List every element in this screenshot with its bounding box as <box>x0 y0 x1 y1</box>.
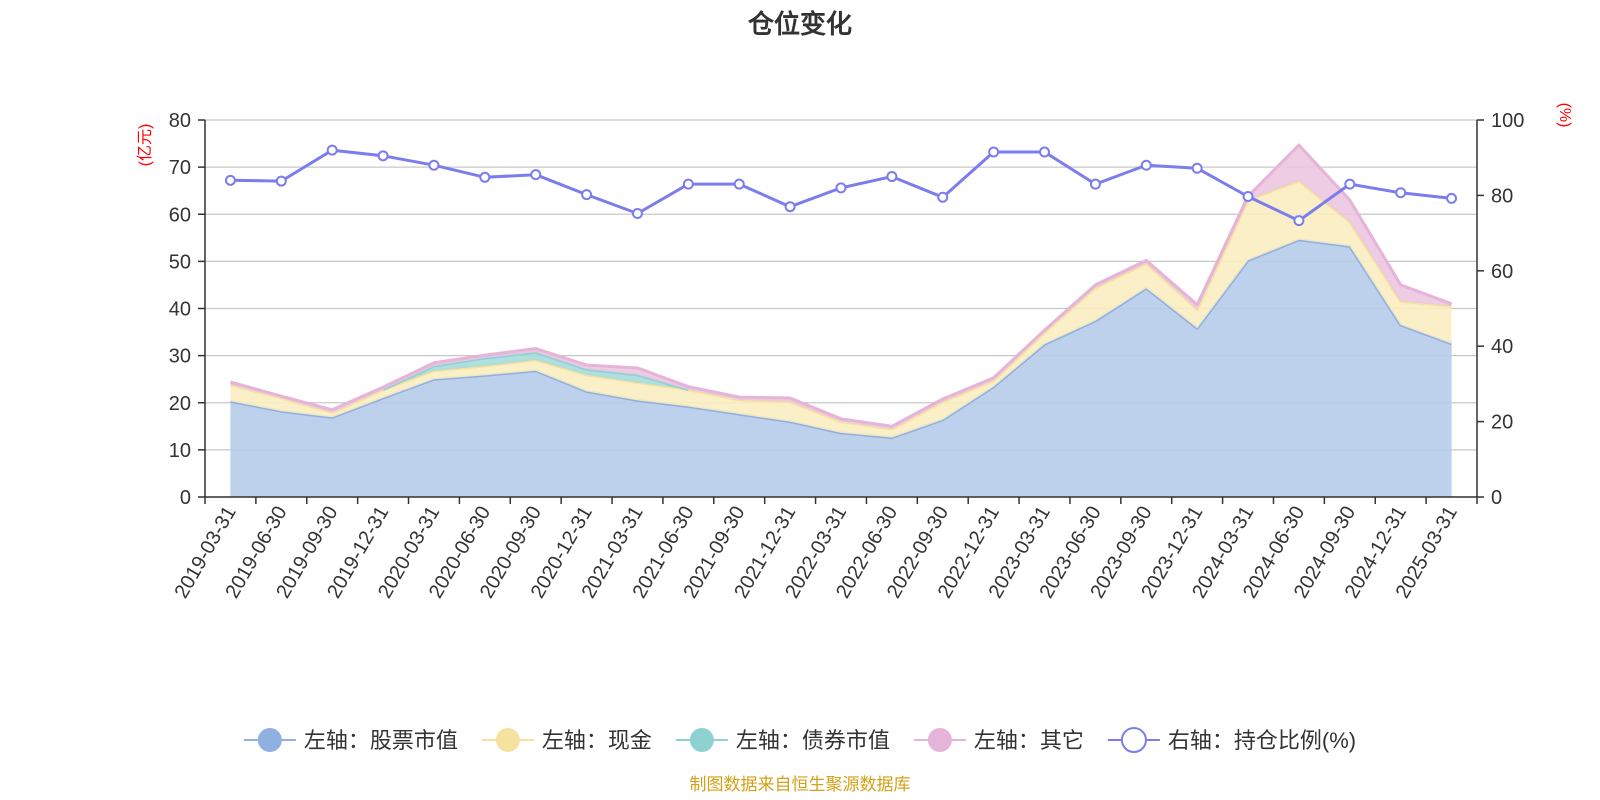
left-tick-label: 20 <box>169 393 191 415</box>
holding-ratio-point <box>733 178 745 190</box>
area-series-0 <box>230 239 1452 497</box>
holding-ratio-point <box>937 191 949 203</box>
legend-label: 左轴：股票市值 <box>304 728 458 753</box>
holding-ratio-point <box>1242 191 1254 203</box>
left-tick-label: 30 <box>169 346 191 368</box>
legend-circle-icon <box>1120 727 1147 753</box>
legend-label: 左轴：其它 <box>974 728 1084 753</box>
right-tick-label: 60 <box>1491 261 1513 283</box>
left-tick-label: 10 <box>169 440 191 462</box>
holding-ratio-point <box>835 182 847 194</box>
legend-item[interactable]: 左轴：其它 <box>913 728 1084 753</box>
stacked-areas <box>229 143 1453 497</box>
holding-ratio-point <box>682 178 694 190</box>
legend-item[interactable]: 左轴：股票市值 <box>243 728 458 753</box>
legend-label: 左轴：现金 <box>542 728 652 753</box>
holding-ratio-point <box>275 175 287 187</box>
left-tick-label: 80 <box>169 110 191 132</box>
holding-ratio-point <box>326 144 338 156</box>
left-axis-ticks: 0 10 20 30 40 50 60 70 80 <box>169 110 205 509</box>
holding-ratio-point <box>631 207 643 219</box>
legend-item[interactable]: 左轴：债券市值 <box>675 728 890 753</box>
holding-ratio-line <box>224 144 1458 227</box>
holding-ratio-point <box>1191 162 1203 174</box>
left-tick-label: 50 <box>169 251 191 273</box>
legend-label: 左轴：债券市值 <box>736 728 890 753</box>
left-axis-unit: (亿元) <box>136 124 154 167</box>
left-tick-label: 40 <box>169 299 191 321</box>
right-tick-label: 100 <box>1491 110 1524 132</box>
legend: 左轴：股票市值 左轴：现金 左轴：债券市值 左轴：其它 右轴：持仓比例(%) <box>243 727 1356 753</box>
right-axis-unit: (%) <box>1556 103 1573 128</box>
holding-ratio-point <box>479 171 491 183</box>
holding-ratio-point <box>1446 192 1458 204</box>
right-tick-label: 40 <box>1491 336 1513 358</box>
legend-label: 右轴：持仓比例(%) <box>1168 728 1356 753</box>
right-tick-label: 0 <box>1491 487 1502 509</box>
holding-ratio-point <box>784 201 796 213</box>
legend-circle-icon <box>257 728 282 752</box>
holding-ratio-point <box>224 174 236 186</box>
holding-ratio-point <box>1293 215 1305 227</box>
holding-ratio-point <box>1344 178 1356 190</box>
x-axis-ticks: 2019-03-312019-06-302019-09-302019-12-31… <box>171 497 1478 602</box>
source-note: 制图数据来自恒生聚源数据库 <box>690 775 911 794</box>
holding-ratio-point <box>377 150 389 162</box>
legend-circle-icon <box>495 728 520 752</box>
legend-circle-icon <box>689 728 714 752</box>
holding-ratio-point <box>886 171 898 183</box>
holding-ratio-point <box>1140 159 1152 171</box>
left-tick-label: 60 <box>169 204 191 226</box>
legend-item[interactable]: 左轴：现金 <box>481 728 652 753</box>
holding-ratio-point <box>1039 146 1051 158</box>
holding-ratio-point <box>530 169 542 181</box>
chart-title: 仓位变化 <box>747 9 852 39</box>
right-axis-ticks: 0 20 40 60 80 100 <box>1477 110 1524 509</box>
left-tick-label: 70 <box>169 157 191 179</box>
legend-item[interactable]: 右轴：持仓比例(%) <box>1107 727 1356 753</box>
right-tick-label: 80 <box>1491 185 1513 207</box>
area-series-3 <box>230 145 1452 430</box>
holding-ratio-point <box>988 146 1000 158</box>
holding-ratio-point <box>428 159 440 171</box>
right-tick-label: 20 <box>1491 412 1513 434</box>
legend-circle-icon <box>927 728 952 752</box>
holding-ratio-point <box>1089 178 1101 190</box>
holding-ratio-point <box>1395 187 1407 199</box>
left-tick-label: 0 <box>180 487 191 509</box>
holding-ratio-point <box>581 189 593 201</box>
